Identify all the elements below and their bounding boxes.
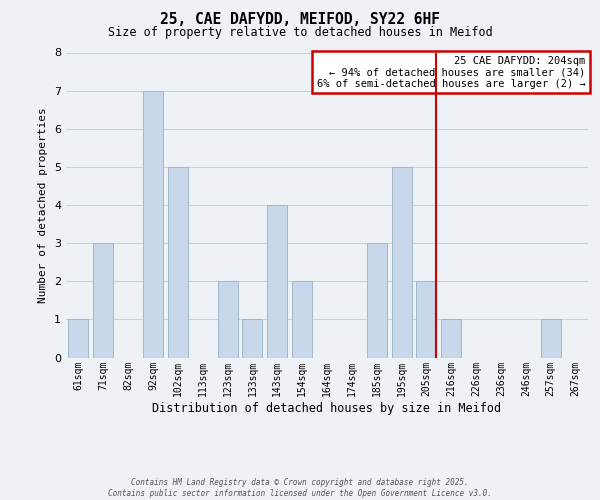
Text: 25 CAE DAFYDD: 204sqm
← 94% of detached houses are smaller (34)
6% of semi-detac: 25 CAE DAFYDD: 204sqm ← 94% of detached …: [317, 56, 586, 89]
Bar: [442, 320, 461, 358]
Bar: [541, 320, 560, 358]
Bar: [242, 320, 262, 358]
Bar: [68, 320, 88, 358]
Y-axis label: Number of detached properties: Number of detached properties: [38, 107, 49, 303]
Text: Contains HM Land Registry data © Crown copyright and database right 2025.
Contai: Contains HM Land Registry data © Crown c…: [108, 478, 492, 498]
Text: Size of property relative to detached houses in Meifod: Size of property relative to detached ho…: [107, 26, 493, 39]
Bar: [268, 205, 287, 358]
Bar: [292, 281, 312, 357]
Bar: [416, 281, 436, 357]
Bar: [94, 243, 113, 358]
Bar: [218, 281, 238, 357]
Bar: [168, 167, 188, 358]
Text: 25, CAE DAFYDD, MEIFOD, SY22 6HF: 25, CAE DAFYDD, MEIFOD, SY22 6HF: [160, 12, 440, 28]
X-axis label: Distribution of detached houses by size in Meifod: Distribution of detached houses by size …: [152, 402, 502, 415]
Bar: [392, 167, 412, 358]
Bar: [143, 90, 163, 358]
Bar: [367, 243, 386, 358]
